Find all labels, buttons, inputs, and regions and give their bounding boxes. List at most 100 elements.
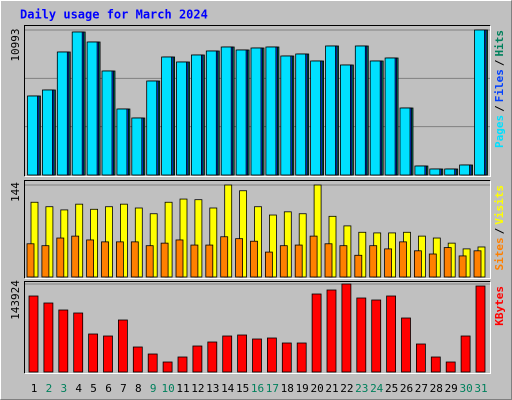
bar <box>309 235 318 278</box>
bar <box>209 207 218 278</box>
bar <box>235 238 244 278</box>
bar <box>386 295 397 373</box>
bar <box>164 201 173 278</box>
bar <box>401 317 411 373</box>
bar <box>311 293 322 373</box>
x-tick-label: 16 <box>251 382 264 395</box>
legend-entry: Visits <box>493 185 506 225</box>
bar <box>192 345 203 373</box>
bar <box>475 285 486 373</box>
bar <box>415 343 426 373</box>
bar <box>279 245 288 278</box>
bar <box>310 60 322 176</box>
bar <box>175 239 184 278</box>
bar <box>445 361 456 373</box>
x-tick-label: 24 <box>370 382 384 395</box>
x-tick-label: 25 <box>385 382 398 395</box>
bar <box>250 240 258 278</box>
x-tick-label: 4 <box>75 382 82 395</box>
plot-frame-dark <box>24 281 491 374</box>
bar <box>176 61 187 176</box>
bar <box>237 334 248 373</box>
x-tick-label: 27 <box>415 382 428 395</box>
legend: Sites / Visits <box>493 185 506 271</box>
bar <box>326 289 337 373</box>
bar <box>88 333 98 373</box>
bar <box>339 64 351 176</box>
bar <box>103 335 113 373</box>
bar <box>313 184 322 278</box>
bar <box>162 361 173 373</box>
legend-entry: Pages <box>493 115 506 148</box>
bar <box>268 214 277 278</box>
bar <box>160 242 169 278</box>
bar <box>354 45 366 176</box>
x-tick-label: 29 <box>445 382 458 395</box>
x-tick-label: 28 <box>430 382 443 395</box>
bar <box>235 49 247 176</box>
bar <box>296 342 307 373</box>
bar <box>281 342 292 373</box>
bar <box>369 245 378 278</box>
bar <box>369 60 381 176</box>
bar <box>239 190 248 278</box>
legend-separator: / <box>493 105 506 112</box>
bar <box>428 253 437 278</box>
legend-entry: Files <box>493 69 506 102</box>
bar <box>341 283 352 373</box>
bar <box>264 251 273 278</box>
bar <box>190 54 202 176</box>
bar <box>444 168 456 176</box>
bar <box>205 244 214 278</box>
x-tick-label: 3 <box>60 382 67 395</box>
bar <box>399 241 407 278</box>
bar <box>443 247 452 278</box>
x-tick-label: 1 <box>31 382 38 395</box>
legend: KBytes <box>493 286 506 326</box>
x-tick-label: 2 <box>46 382 53 395</box>
bar <box>458 255 467 278</box>
bar <box>283 211 292 278</box>
bar <box>190 244 199 278</box>
bar <box>295 53 307 176</box>
bar <box>131 117 143 176</box>
bar <box>371 299 382 373</box>
x-tick-label: 22 <box>340 382 353 395</box>
plot-frame-dark <box>24 180 491 279</box>
bar <box>41 245 50 278</box>
title: Daily usage for March 2024 <box>20 8 208 22</box>
bar <box>207 341 218 373</box>
x-tick-label: 12 <box>191 382 204 395</box>
x-tick-label: 6 <box>105 382 112 395</box>
bar <box>56 51 68 176</box>
x-tick-label: 14 <box>221 382 235 395</box>
bar <box>384 248 393 278</box>
bar <box>71 235 80 278</box>
bar <box>252 338 262 373</box>
y-tick-label: 143924 <box>9 280 22 320</box>
bar <box>280 55 292 176</box>
plot-frame-light <box>24 281 491 374</box>
bar <box>358 231 367 278</box>
bar <box>413 250 422 278</box>
plot-frame-light <box>24 180 491 279</box>
x-tick-label: 30 <box>459 382 472 395</box>
y-tick-label: 144 <box>9 182 22 202</box>
x-tick-label: 10 <box>161 382 174 395</box>
x-tick-label: 17 <box>266 382 279 395</box>
bar <box>194 199 203 278</box>
bar <box>265 46 277 176</box>
bar <box>42 89 53 176</box>
plot-frame-light <box>24 25 491 177</box>
bar <box>414 165 426 176</box>
x-tick-label: 26 <box>400 382 413 395</box>
bar <box>430 356 441 373</box>
legend-entry: Hits <box>493 30 506 57</box>
bar <box>73 312 84 373</box>
x-tick-label: 8 <box>135 382 142 395</box>
bar <box>116 108 128 176</box>
bar <box>45 206 54 278</box>
x-tick-label: 31 <box>474 382 487 395</box>
